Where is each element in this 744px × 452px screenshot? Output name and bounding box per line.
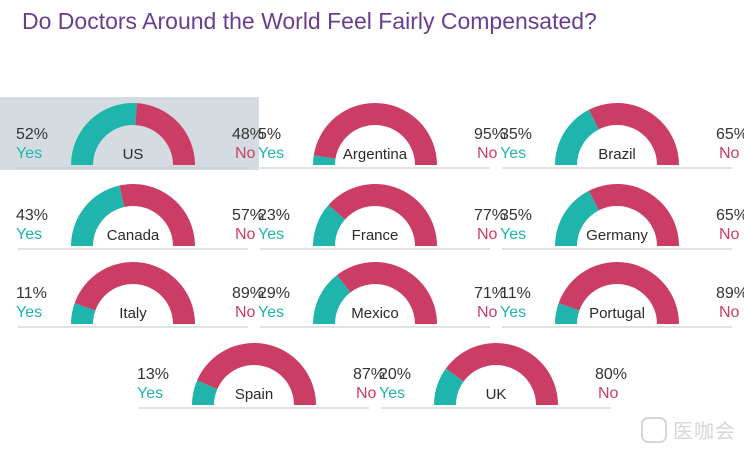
yes-legend-label: Yes [500,226,526,243]
yes-value-label: 52% [16,126,48,143]
yes-arc-canada [71,185,125,246]
yes-value-label: 23% [258,207,290,224]
country-label-us: US [123,146,144,163]
yes-legend-label: Yes [16,226,42,243]
country-label-germany: Germany [586,227,648,244]
no-legend-label: No [477,304,498,321]
yes-value-label: 35% [500,207,532,224]
country-label-italy: Italy [119,305,147,322]
no-value-label: 87% [353,366,385,383]
gauge-france: 23% Yes 77% No France [258,183,506,250]
watermark-logo-icon [641,416,667,443]
yes-arc-spain [191,380,218,405]
no-legend-label: No [477,145,498,162]
no-value-label: 77% [474,207,506,224]
no-legend-label: No [477,226,498,243]
yes-arc-brazil [555,109,599,165]
gauge-germany: 35% Yes 65% No Germany [500,184,744,250]
yes-arc-argentina [313,155,336,165]
no-arc-brazil [588,103,679,165]
gauge-italy: 11% Yes 89% No Italy [16,262,264,328]
no-value-label: 80% [595,366,627,383]
yes-value-label: 11% [16,285,47,302]
yes-legend-label: Yes [500,304,526,321]
no-legend-label: No [598,385,619,402]
country-label-spain: Spain [235,386,273,403]
gauge-mexico: 29% Yes 71% No Mexico [258,261,506,328]
gauge-us: 52% Yes 48% No US [0,97,264,170]
country-label-mexico: Mexico [351,305,399,322]
gauge-uk: 20% Yes 80% No UK [379,342,627,409]
no-legend-label: No [719,145,740,162]
yes-arc-uk [434,368,464,405]
watermark: 医咖会 [641,415,736,444]
no-legend-label: No [235,304,256,321]
no-arc-uk [445,342,558,405]
yes-legend-label: Yes [137,385,163,402]
country-label-brazil: Brazil [598,146,636,163]
no-legend-label: No [356,385,377,402]
country-label-argentina: Argentina [343,146,408,163]
yes-arc-france [313,204,345,246]
no-legend-label: No [235,145,256,162]
no-arc-portugal [558,262,679,324]
no-value-label: 89% [232,285,264,302]
yes-value-label: 11% [500,285,531,302]
yes-legend-label: Yes [379,385,405,402]
yes-legend-label: Yes [16,304,42,321]
yes-legend-label: Yes [258,145,284,162]
no-value-label: 57% [232,207,264,224]
yes-value-label: 29% [258,285,290,302]
yes-legend-label: Yes [16,145,42,162]
no-legend-label: No [719,226,740,243]
no-value-label: 71% [474,285,506,302]
yes-value-label: 13% [137,366,169,383]
no-arc-spain [197,342,316,405]
no-legend-label: No [719,304,740,321]
country-label-france: France [352,227,399,244]
gauge-portugal: 11% Yes 89% No Portugal [500,262,744,328]
yes-arc-portugal [555,302,580,324]
country-label-uk: UK [486,386,507,403]
no-arc-italy [74,262,195,324]
yes-value-label: 35% [500,126,532,143]
no-value-label: 65% [716,126,744,143]
no-legend-label: No [235,226,256,243]
country-label-portugal: Portugal [589,305,645,322]
no-arc-argentina [313,103,437,165]
no-value-label: 65% [716,207,744,224]
no-arc-germany [588,184,679,246]
no-value-label: 48% [232,126,264,143]
no-value-label: 95% [474,126,506,143]
yes-value-label: 5% [258,126,281,143]
yes-value-label: 43% [16,207,48,224]
yes-value-label: 20% [379,366,411,383]
country-label-canada: Canada [107,227,160,244]
gauge-argentina: 5% Yes 95% No Argentina [258,103,506,169]
yes-arc-italy [71,302,96,324]
gauge-brazil: 35% Yes 65% No Brazil [500,103,744,169]
watermark-text: 医咖会 [673,419,736,443]
yes-legend-label: Yes [258,226,284,243]
yes-legend-label: Yes [500,145,526,162]
yes-legend-label: Yes [258,304,284,321]
no-arc-canada [119,184,195,246]
yes-arc-us [71,103,137,165]
no-value-label: 89% [716,285,744,302]
no-arc-france [328,183,437,246]
chart-title: Do Doctors Around the World Feel Fairly … [22,8,597,34]
no-arc-mexico [336,261,437,324]
yes-arc-germany [555,190,599,246]
no-arc-us [135,103,195,165]
yes-arc-mexico [313,275,351,324]
gauge-spain: 13% Yes 87% No Spain [137,342,385,409]
gauge-canada: 43% Yes 57% No Canada [16,184,264,250]
